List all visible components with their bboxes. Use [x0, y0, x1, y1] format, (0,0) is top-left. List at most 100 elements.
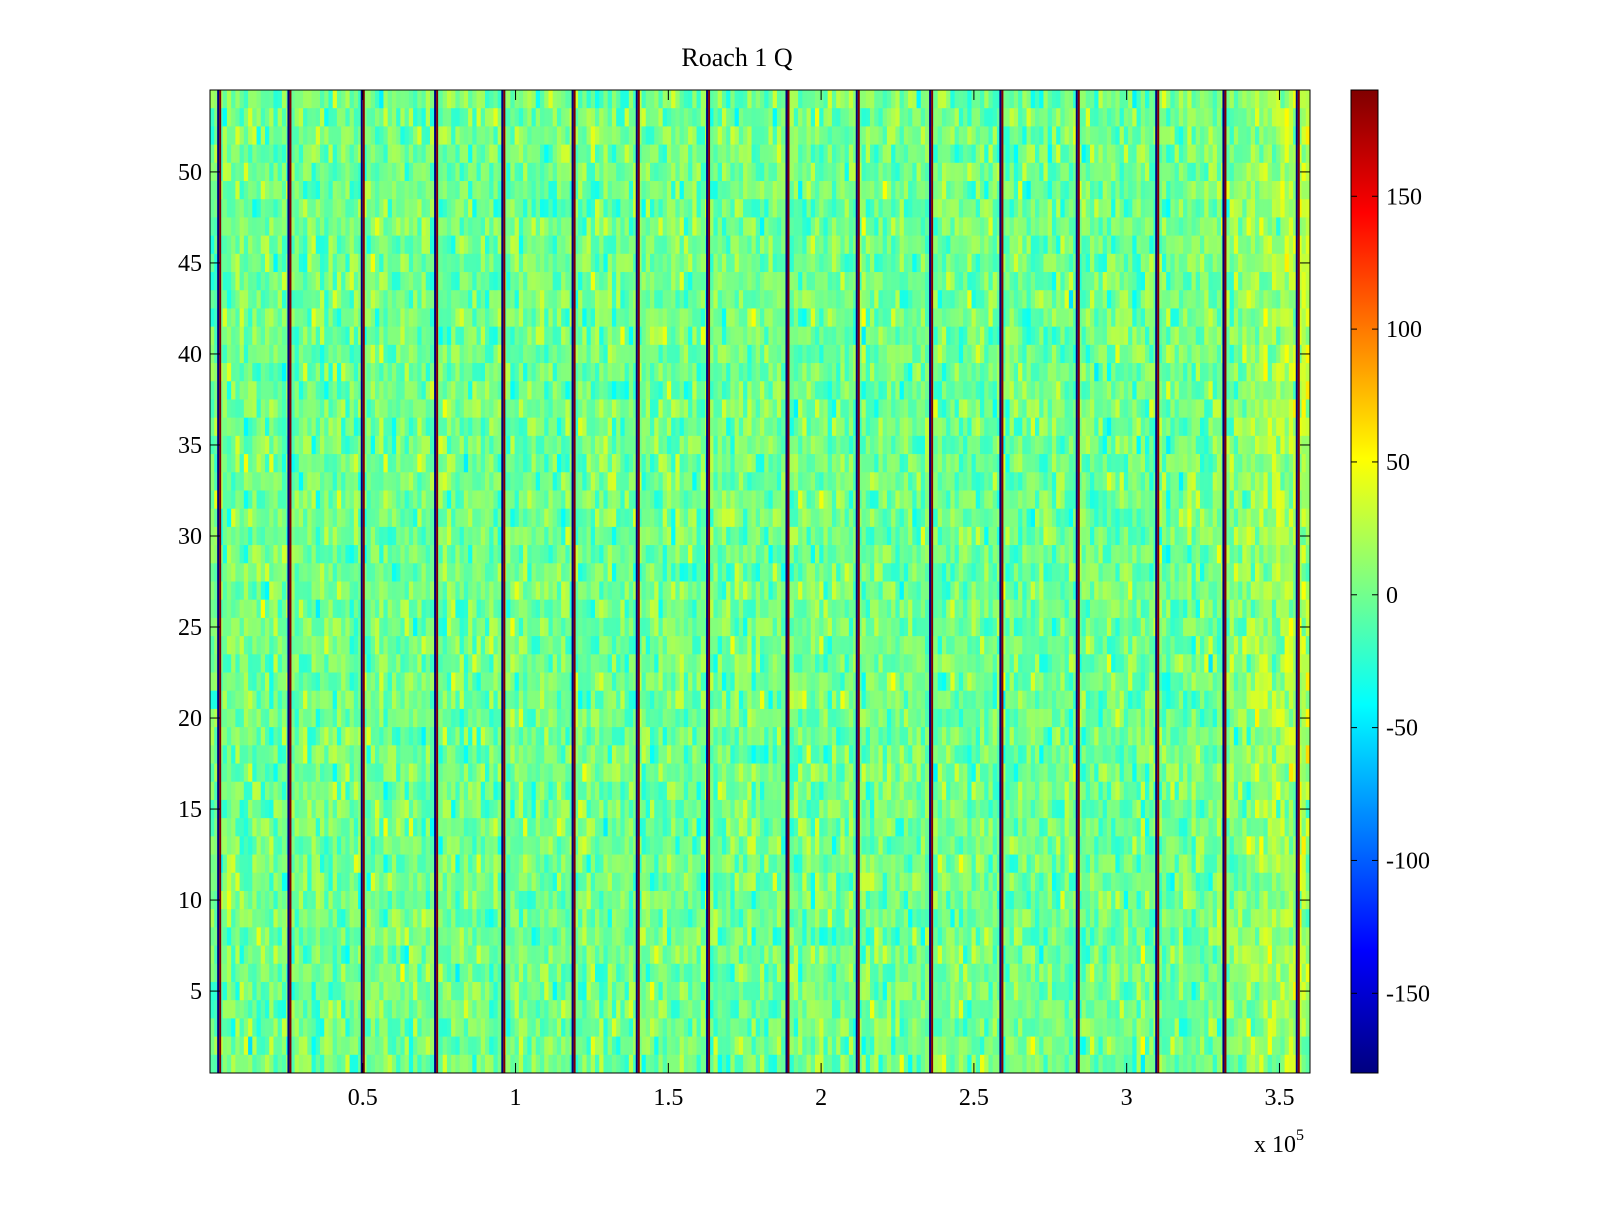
- heatmap-cell: [1212, 363, 1218, 382]
- heatmap-cell: [1111, 126, 1116, 146]
- heatmap-cell: [1136, 363, 1142, 382]
- heatmap-cell: [210, 199, 215, 219]
- heatmap-cell: [366, 399, 372, 419]
- heatmap-cell: [590, 144, 596, 164]
- heatmap-cell: [747, 272, 753, 291]
- heatmap-cell: [950, 417, 956, 437]
- heatmap-cell: [446, 344, 452, 364]
- heatmap-cell: [738, 162, 744, 182]
- heatmap-cell: [1225, 290, 1231, 310]
- heatmap-cell: [1233, 381, 1239, 401]
- heatmap-cell: [1204, 235, 1210, 255]
- heatmap-cell: [582, 399, 588, 419]
- heatmap-cell: [916, 399, 922, 419]
- heatmap-cell: [281, 308, 287, 328]
- heatmap-cell: [946, 399, 951, 419]
- heatmap-cell: [1013, 217, 1019, 237]
- heatmap-cell: [802, 326, 808, 346]
- heatmap-cell: [523, 181, 528, 200]
- heatmap-cell: [717, 181, 723, 200]
- heatmap-cell: [281, 417, 287, 437]
- heatmap-cell: [662, 162, 668, 182]
- heatmap-cell: [810, 417, 816, 437]
- heatmap-cell: [912, 181, 918, 200]
- heatmap-cell: [1094, 363, 1100, 382]
- heatmap-cell: [430, 326, 435, 346]
- heatmap-cell: [802, 272, 808, 291]
- heatmap-cell: [463, 217, 469, 237]
- heatmap-cell: [806, 253, 812, 273]
- heatmap-cell: [1145, 290, 1150, 310]
- heatmap-cell: [1293, 381, 1298, 401]
- heatmap-cell: [510, 253, 516, 273]
- heatmap-cell: [1280, 217, 1286, 237]
- heatmap-cell: [1081, 399, 1087, 419]
- heatmap-cell: [1132, 308, 1138, 328]
- heatmap-cell: [311, 308, 317, 328]
- heatmap-cell: [561, 308, 566, 328]
- heatmap-cell: [941, 235, 947, 255]
- heatmap-cell: [485, 235, 490, 255]
- heatmap-cell: [561, 90, 566, 109]
- heatmap-cell: [912, 144, 918, 164]
- heatmap-cell: [485, 108, 490, 127]
- heatmap-cell: [366, 181, 372, 200]
- heatmap-cell: [1081, 381, 1087, 401]
- heatmap-cell: [1090, 126, 1095, 146]
- heatmap-cell: [1183, 162, 1188, 182]
- heatmap-cell: [239, 217, 245, 237]
- heatmap-cell: [1136, 108, 1142, 127]
- heatmap-cell: [1216, 290, 1222, 310]
- heatmap-cell: [446, 90, 452, 109]
- heatmap-cell: [231, 126, 236, 146]
- heatmap-cell: [1170, 417, 1176, 437]
- heatmap-cell: [497, 162, 503, 182]
- heatmap-cell: [256, 363, 262, 382]
- heatmap-cell: [666, 126, 672, 146]
- heatmap-cell: [1013, 344, 1019, 364]
- heatmap-cell: [277, 417, 283, 437]
- heatmap-cell: [772, 417, 778, 437]
- heatmap-cell: [1073, 290, 1078, 310]
- heatmap-cell: [1030, 290, 1036, 310]
- heatmap-cell: [370, 108, 376, 127]
- heatmap-cell: [840, 399, 846, 419]
- heatmap-cell: [430, 144, 435, 164]
- heatmap-cell: [696, 181, 702, 200]
- heatmap-cell: [645, 399, 651, 419]
- heatmap-cell: [311, 253, 317, 273]
- heatmap-cell: [459, 108, 465, 127]
- heatmap-cell: [878, 326, 884, 346]
- heatmap-cell: [853, 199, 858, 219]
- heatmap-cell: [303, 253, 308, 273]
- heatmap-cell: [899, 363, 905, 382]
- heatmap-cell: [561, 272, 566, 291]
- heatmap-cell: [1271, 399, 1277, 419]
- heatmap-cell: [307, 126, 313, 146]
- heatmap-cell: [768, 199, 774, 219]
- heatmap-cell: [633, 162, 638, 182]
- heatmap-cell: [552, 90, 558, 109]
- heatmap-cell: [679, 253, 685, 273]
- heatmap-cell: [463, 290, 469, 310]
- heatmap-cell: [565, 235, 571, 255]
- heatmap-cell: [518, 253, 524, 273]
- heatmap-cell: [1280, 90, 1286, 109]
- heatmap-cell: [844, 272, 850, 291]
- heatmap-cell: [899, 417, 905, 437]
- heatmap-cell: [1246, 181, 1252, 200]
- heatmap-cell: [963, 308, 968, 328]
- heatmap-cell: [1229, 272, 1235, 291]
- heatmap-cell: [633, 417, 638, 437]
- heatmap-cell: [870, 326, 875, 346]
- heatmap-cell: [971, 126, 977, 146]
- heatmap-cell: [235, 90, 241, 109]
- heatmap-cell: [996, 253, 1002, 273]
- heatmap-cell: [984, 108, 990, 127]
- heatmap-cell: [256, 399, 262, 419]
- heatmap-cell: [793, 272, 799, 291]
- heatmap-cell: [1242, 108, 1248, 127]
- heatmap-cell: [472, 290, 478, 310]
- heatmap-cell: [633, 199, 638, 219]
- heatmap-cell: [1030, 363, 1036, 382]
